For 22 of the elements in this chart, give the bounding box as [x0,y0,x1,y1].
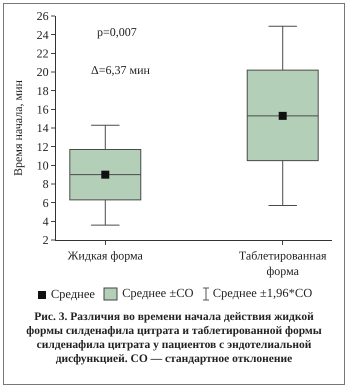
y-tick-label: 8 [42,177,49,192]
legend-label: Среднее ±СО [121,286,194,301]
legend-label: Среднее [50,287,95,302]
x-tick-label: Жидкая форма [68,248,144,262]
y-tick-label: 18 [36,84,49,98]
y-tick-label: 26 [36,9,49,24]
y-tick-label: 16 [36,102,49,117]
x-tick-label: Таблетированная форма [238,248,328,278]
y-tick-label: 24 [36,28,49,42]
y-tick-label: 10 [36,158,49,173]
y-tick-label: 4 [42,214,49,229]
y-tick-label: 22 [36,46,49,61]
y-tick-label: 20 [36,65,49,80]
annotation: p=0,007 [97,25,137,39]
y-tick-label: 6 [42,196,49,210]
text: Среднее ±1,96*СО [212,286,312,301]
y-axis-title: Время начала, мин [11,79,25,176]
annotation: Δ=6,37 мин [91,63,150,77]
y-tick-label: 12 [36,140,49,154]
y-tick-label: 2 [42,233,49,248]
text: Рис. 3. Различия во времени начала действия жидкой формы силденафила цитрата и таблетированной формы силденафила цитрата у пациентов с эндотелиальной дисфункцией. СО — стандартное отклонение [25,310,323,366]
y-tick-label: 14 [36,121,49,136]
